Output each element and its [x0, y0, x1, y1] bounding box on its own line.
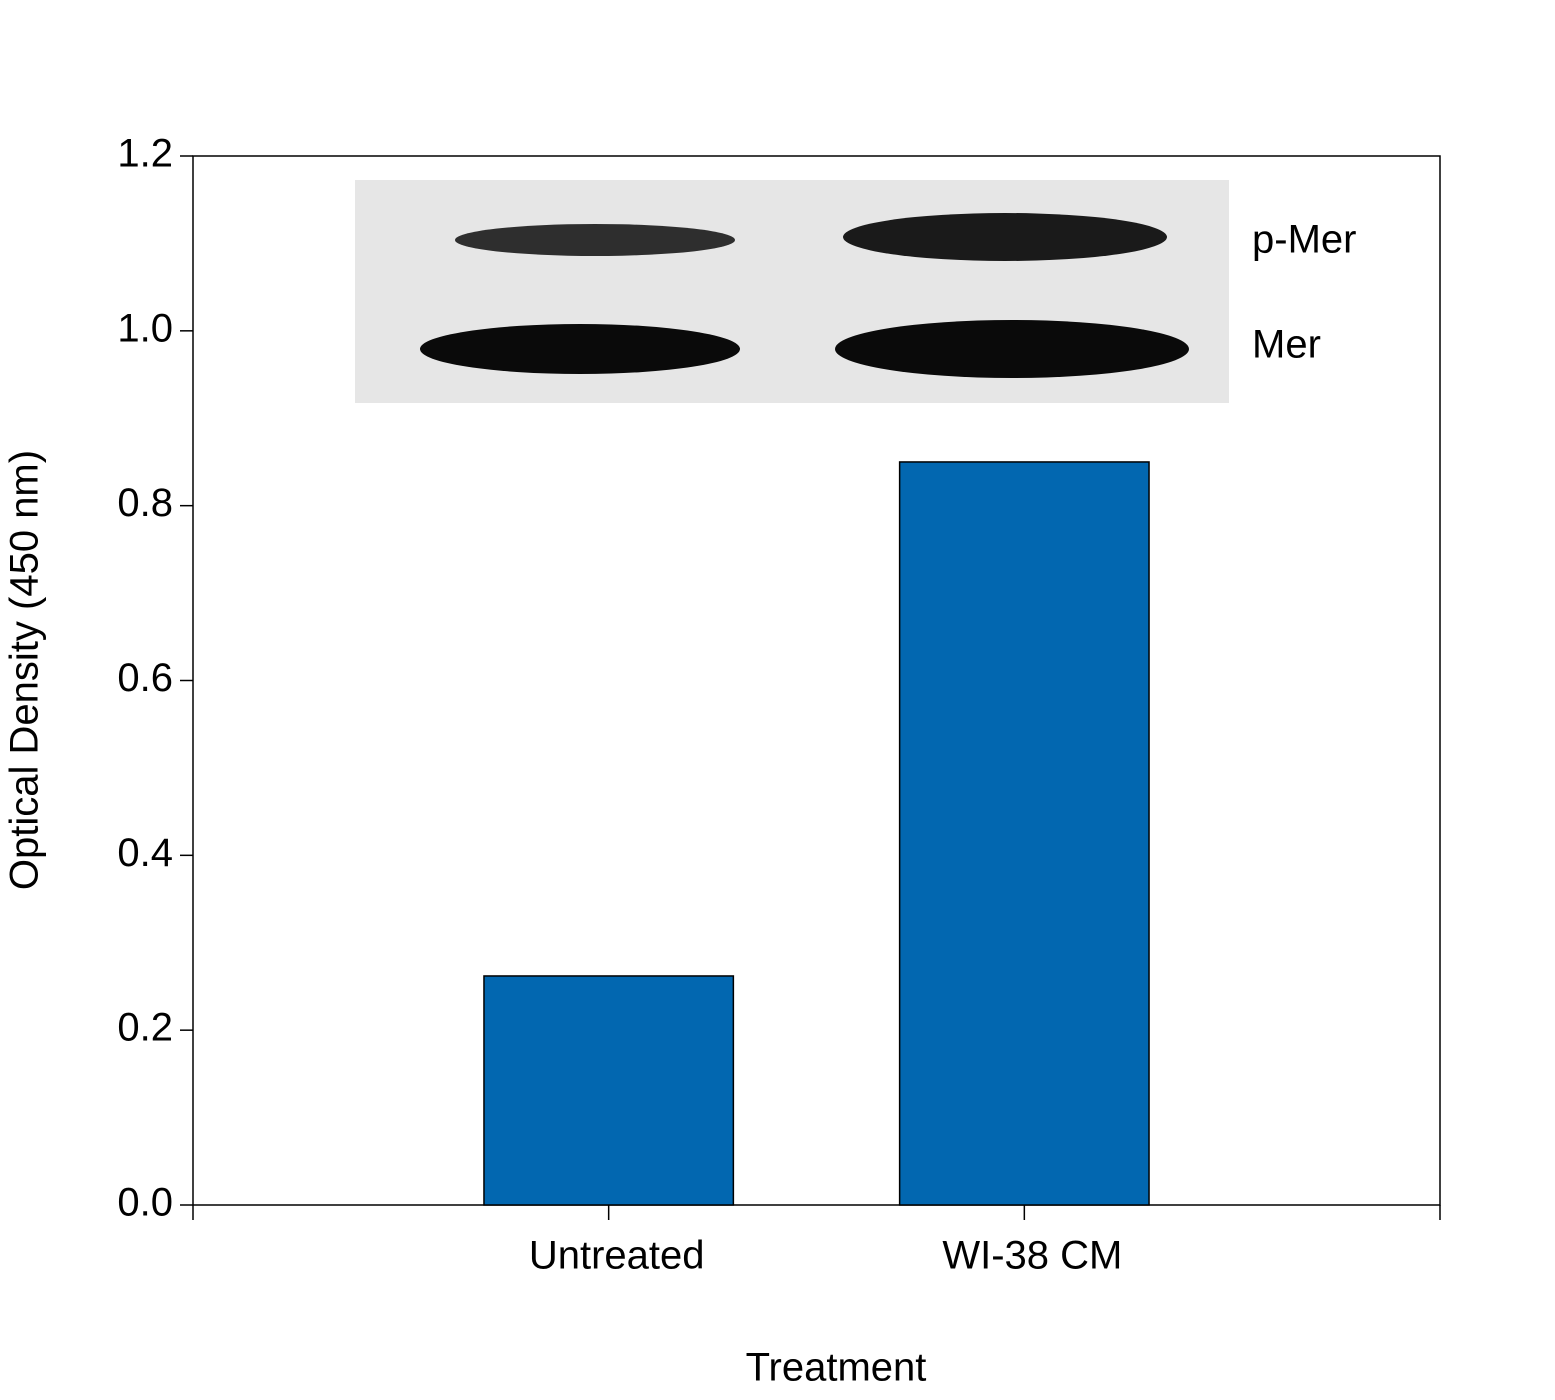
x-tick-label: WI-38 CM	[942, 1234, 1122, 1278]
bar	[483, 975, 735, 1206]
y-tick-label: 0.8	[117, 481, 173, 525]
y-tick-label: 0.0	[117, 1181, 173, 1225]
y-tick-label: 0.4	[117, 831, 173, 875]
annotation: p-Mer	[1252, 218, 1356, 262]
x-axis-title: Treatment	[746, 1346, 927, 1390]
blot-band	[843, 213, 1167, 261]
y-tick-label: 0.2	[117, 1006, 173, 1050]
annotation: Mer	[1252, 323, 1321, 367]
y-tick-label: 1.2	[117, 132, 173, 176]
y-tick-label: 0.6	[117, 656, 173, 700]
blot-band	[835, 320, 1189, 378]
western-blot	[355, 180, 1229, 403]
blot-band	[420, 324, 740, 374]
y-tick-label: 1.0	[117, 306, 173, 350]
x-tick-label: Untreated	[529, 1234, 705, 1278]
bar	[898, 461, 1150, 1206]
y-axis-title: Optical Density (450 nm)	[3, 450, 47, 890]
blot-band	[455, 224, 735, 256]
